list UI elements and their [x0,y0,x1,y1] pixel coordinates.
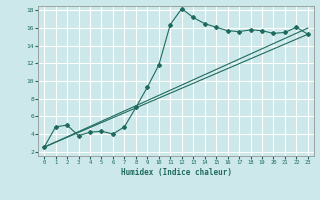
X-axis label: Humidex (Indice chaleur): Humidex (Indice chaleur) [121,168,231,177]
